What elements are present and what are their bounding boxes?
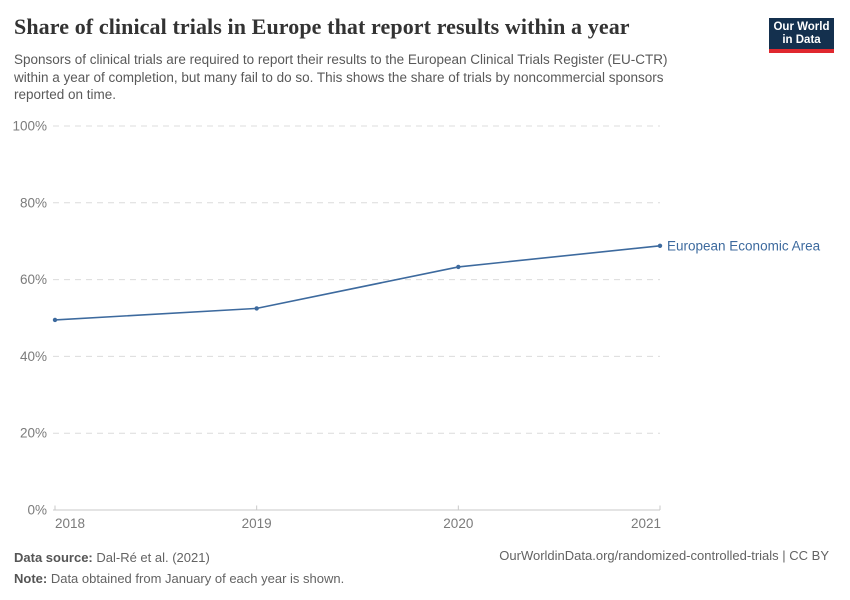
x-tick-label-2019: 2019 — [242, 516, 272, 531]
y-tick-label-100: 100% — [12, 119, 47, 134]
y-tick-label-20: 20% — [20, 426, 47, 441]
y-tick-label-60: 60% — [20, 272, 47, 287]
subtitle-line-3: reported on time. — [14, 87, 117, 102]
data-source-label: Data source: — [14, 550, 93, 565]
y-tick-label-40: 40% — [20, 349, 47, 364]
chart-subtitle: Sponsors of clinical trials are required… — [14, 51, 759, 104]
chart-attribution: OurWorldinData.org/randomized-controlled… — [499, 548, 829, 563]
note-label: Note: — [14, 571, 48, 586]
subtitle-line-1: Sponsors of clinical trials are required… — [14, 52, 668, 67]
chart-title: Share of clinical trials in Europe that … — [14, 14, 630, 39]
data-source-line: Data source: Dal-Ré et al. (2021) — [14, 547, 344, 568]
y-tick-label-80: 80% — [20, 195, 47, 210]
series-legend-label: European Economic Area — [667, 238, 821, 253]
data-point-2020 — [456, 264, 461, 270]
owid-logo-line1: Our World — [773, 20, 830, 33]
data-point-2019 — [254, 306, 259, 311]
data-source-value: Dal-Ré et al. (2021) — [92, 550, 210, 565]
data-line-european-economic-area — [54, 245, 661, 321]
data-point-2021 — [657, 243, 663, 249]
owid-logo-line2: in Data — [782, 33, 821, 46]
chart-footer-left: Data source: Dal-Ré et al. (2021) Note: … — [14, 547, 344, 589]
data-point-2018 — [52, 317, 58, 323]
subtitle-line-2: within a year of completion, but many fa… — [14, 69, 664, 85]
note-value: Data obtained from January of each year … — [47, 571, 345, 586]
note-line: Note: Data obtained from January of each… — [14, 568, 344, 589]
y-tick-label-0: 0% — [27, 503, 47, 518]
owid-logo-stripe — [769, 49, 834, 53]
owid-logo: Our World in Data — [769, 18, 834, 53]
x-tick-label-2018: 2018 — [55, 516, 85, 531]
x-tick-label-2021: 2021 — [631, 516, 661, 531]
x-tick-label-2020: 2020 — [443, 516, 473, 531]
